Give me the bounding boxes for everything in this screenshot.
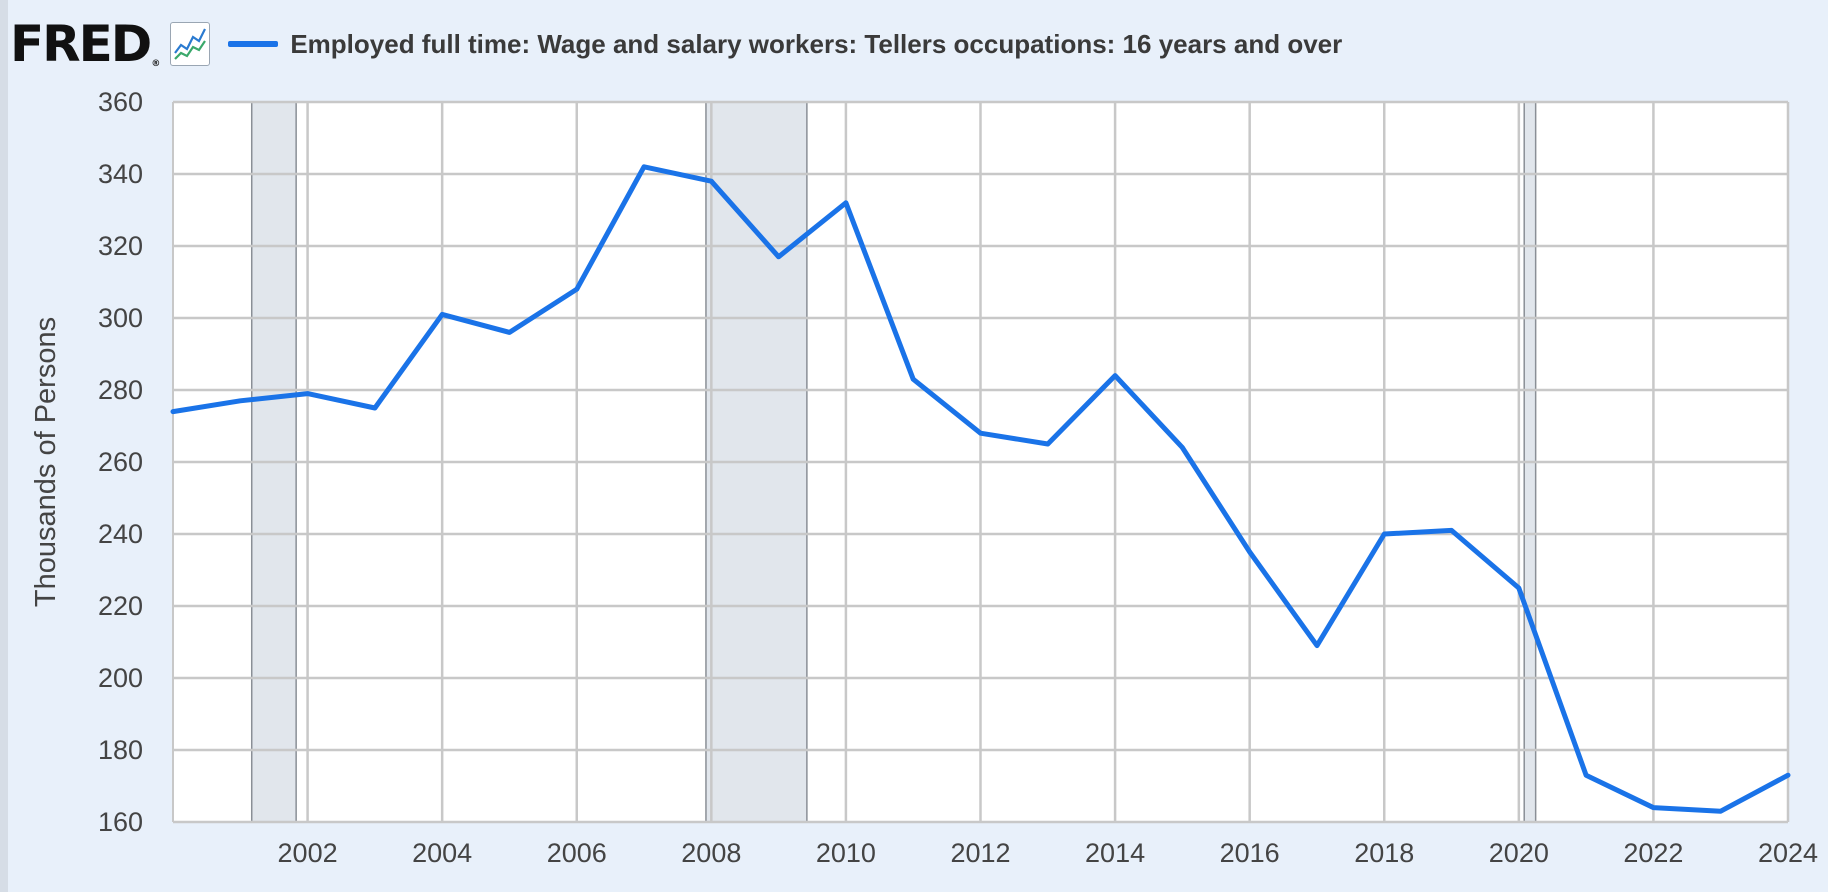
y-tick-label: 320 bbox=[98, 231, 143, 261]
legend-swatch bbox=[228, 41, 279, 47]
y-tick-label: 180 bbox=[98, 735, 143, 765]
gridlines bbox=[172, 100, 1790, 824]
data-point bbox=[1449, 528, 1454, 533]
x-tick-label: 2006 bbox=[547, 838, 607, 868]
y-tick-label: 300 bbox=[98, 303, 143, 333]
data-point bbox=[507, 330, 512, 335]
x-tick-label: 2024 bbox=[1758, 838, 1818, 868]
x-tick-label: 2016 bbox=[1220, 838, 1280, 868]
line-graph-icon[interactable] bbox=[170, 22, 211, 66]
x-tick-label: 2020 bbox=[1489, 838, 1549, 868]
y-tick-label: 200 bbox=[98, 663, 143, 693]
y-tick-label: 240 bbox=[98, 519, 143, 549]
series-layer bbox=[170, 164, 1791, 814]
legend-series-label[interactable]: Employed full time: Wage and salary work… bbox=[290, 28, 1343, 59]
x-tick-label: 2008 bbox=[681, 838, 741, 868]
data-point bbox=[305, 391, 310, 396]
data-point bbox=[1180, 445, 1185, 450]
y-tick-label: 260 bbox=[98, 447, 143, 477]
x-tick-label: 2014 bbox=[1085, 838, 1145, 868]
data-point bbox=[1045, 441, 1050, 447]
data-point bbox=[238, 398, 243, 403]
y-axis-label: Thousands of Persons bbox=[30, 317, 62, 607]
chart-header: FRED® Employed full time: Wage and salar… bbox=[10, 18, 1342, 70]
data-point bbox=[574, 287, 579, 292]
x-tick-label: 2022 bbox=[1623, 838, 1683, 868]
fred-logo[interactable]: FRED® bbox=[10, 19, 160, 69]
data-point bbox=[372, 405, 378, 411]
data-point bbox=[1651, 805, 1656, 810]
data-point bbox=[1718, 809, 1723, 814]
y-tick-label: 360 bbox=[98, 87, 143, 117]
data-point bbox=[1314, 643, 1320, 648]
x-tick-label: 2018 bbox=[1354, 838, 1414, 868]
y-tick-label: 340 bbox=[98, 159, 143, 189]
data-point bbox=[978, 431, 983, 436]
y-tick-label: 220 bbox=[98, 591, 143, 621]
x-axis-ticks: 2002 2004 2006 2008 2010 2012 2014 2016 2018 2020… bbox=[278, 838, 1818, 868]
data-point bbox=[641, 164, 647, 169]
registered-mark: ® bbox=[151, 59, 160, 69]
y-tick-label: 160 bbox=[98, 807, 143, 837]
data-point bbox=[170, 409, 176, 414]
data-point bbox=[911, 377, 916, 382]
x-tick-label: 2012 bbox=[950, 838, 1010, 868]
y-tick-label: 280 bbox=[98, 375, 143, 405]
x-tick-label: 2004 bbox=[412, 838, 472, 868]
data-point bbox=[776, 254, 781, 259]
data-point bbox=[1112, 373, 1118, 378]
x-tick-label: 2002 bbox=[278, 838, 338, 868]
line-graph-icon-svg bbox=[174, 28, 207, 60]
data-point bbox=[1516, 585, 1522, 591]
data-point bbox=[439, 312, 445, 317]
fred-logo-text: FRED bbox=[10, 15, 152, 73]
data-point bbox=[1247, 549, 1252, 555]
data-point bbox=[1785, 773, 1791, 778]
x-tick-label: 2010 bbox=[816, 838, 876, 868]
data-point bbox=[709, 179, 714, 184]
window-edge bbox=[0, 0, 8, 892]
y-axis-ticks: 160 180 200 220 240 260 280 300 320 340 360 bbox=[98, 87, 143, 837]
data-point bbox=[1382, 531, 1387, 537]
data-point bbox=[1583, 773, 1589, 778]
data-point bbox=[843, 200, 849, 205]
